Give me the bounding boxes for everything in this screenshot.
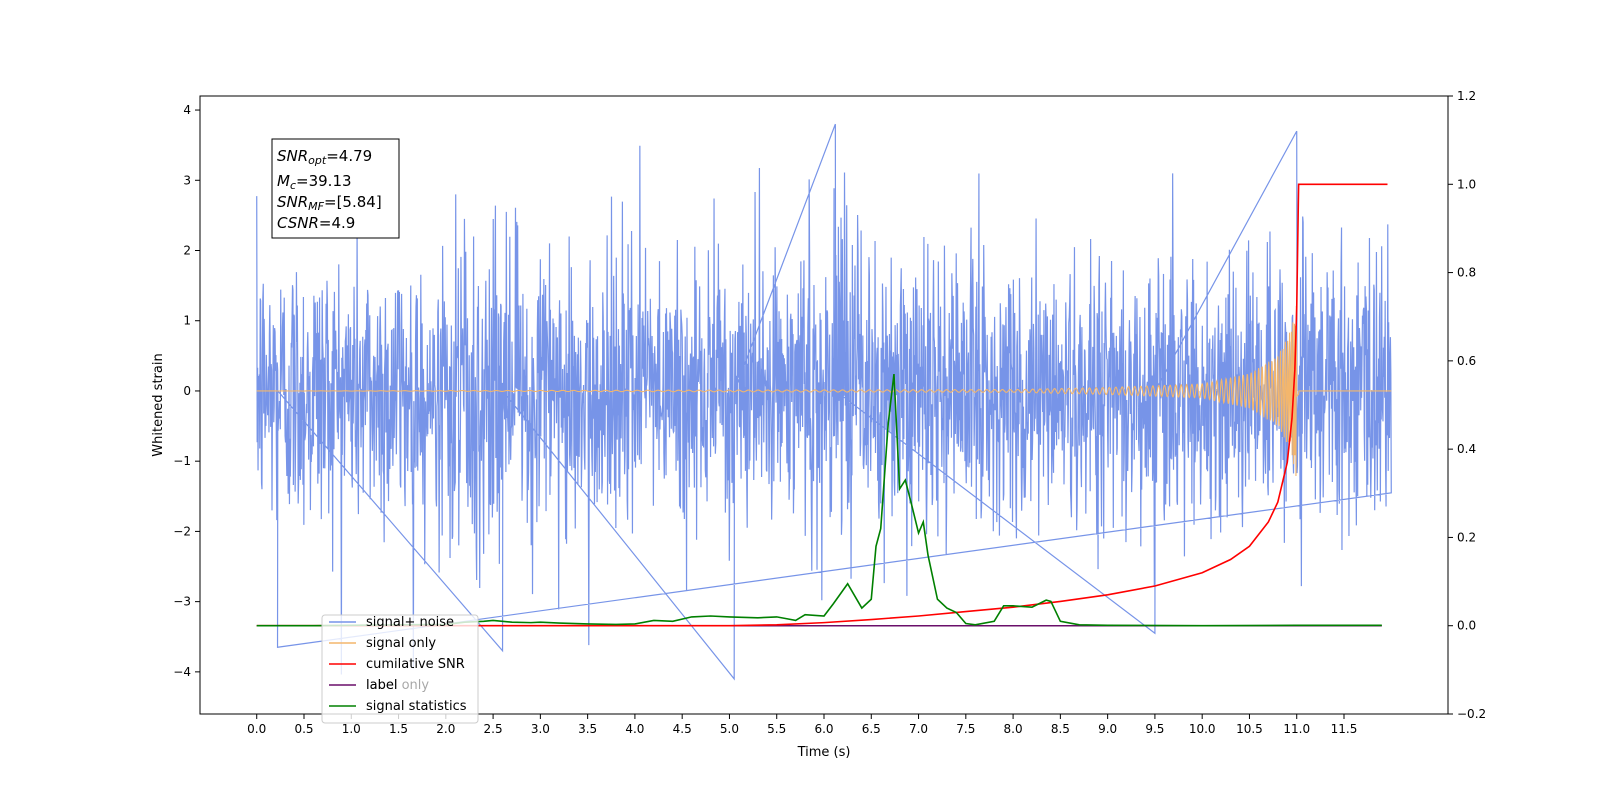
- y-tick-label: 0: [183, 384, 191, 398]
- legend-entry: signal only: [366, 636, 436, 651]
- y2-tick-label: 0.0: [1457, 619, 1476, 633]
- y-axis-label: Whitened strain: [151, 353, 166, 456]
- legend-entry: signal statistics: [366, 699, 467, 714]
- x-tick-label: 2.0: [436, 722, 455, 736]
- y-tick-label: −2: [173, 524, 191, 538]
- annotation-line: SNRMF=[5.84]: [277, 193, 382, 213]
- legend: signal+ noise signal only cumilative SNR la…: [321, 614, 479, 724]
- x-tick-label: 4.5: [673, 722, 692, 736]
- x-tick-label: 9.5: [1145, 722, 1164, 736]
- x-tick-label: 5.0: [720, 722, 739, 736]
- series-signal-statistics-line: [256, 374, 1382, 627]
- series-cumilative-snr-line: [256, 183, 1388, 627]
- annotation-line: CSNR=4.9: [277, 214, 355, 232]
- y2-tick-label: −0.2: [1457, 707, 1486, 721]
- x-tick-label: 10.0: [1189, 722, 1216, 736]
- x-tick-label: 6.0: [814, 722, 833, 736]
- y2-tick-label: 1.0: [1457, 177, 1476, 191]
- x-tick-label: 1.5: [389, 722, 408, 736]
- x-tick-label: 8.5: [1051, 722, 1070, 736]
- x-tick-label: 8.0: [1004, 722, 1023, 736]
- y-tick-label: 4: [183, 103, 191, 117]
- x-tick-label: 11.0: [1283, 722, 1310, 736]
- x-tick-label: 2.5: [484, 722, 503, 736]
- x-axis-label: Time (s): [797, 745, 851, 760]
- x-tick-label: 7.5: [956, 722, 975, 736]
- x-axis-ticks: 0.0 0.5 1.0 1.5 2.0 2.5 3.0 3.5 4.0 4.5 5.0 5.5 6.0 6…: [247, 714, 1357, 736]
- x-tick-label: 3.5: [578, 722, 597, 736]
- annotation-line: SNRopt=4.79: [277, 147, 372, 167]
- legend-entry: signal+ noise: [366, 615, 454, 630]
- y2-axis-ticks: −0.2 0.0 0.2 0.4 0.6 0.8 1.0 1.2: [1448, 89, 1486, 721]
- annotation-line: Mc=39.13: [277, 172, 352, 192]
- y-tick-label: 3: [183, 173, 191, 187]
- series-signal-only-line: [256, 306, 1392, 476]
- y2-tick-label: 1.2: [1457, 89, 1476, 103]
- y-tick-label: −4: [173, 665, 191, 679]
- y-tick-label: −1: [173, 454, 191, 468]
- x-tick-label: 9.0: [1098, 722, 1117, 736]
- y-axis-ticks: −4 −3 −2 −1 0 1 2 3 4: [173, 103, 200, 679]
- annotation-frame: [271, 138, 400, 239]
- y2-tick-label: 0.2: [1457, 530, 1476, 544]
- x-tick-label: 3.0: [531, 722, 550, 736]
- x-tick-label: 5.5: [767, 722, 786, 736]
- legend-frame: [321, 614, 479, 724]
- x-tick-label: 11.5: [1331, 722, 1358, 736]
- x-tick-label: 4.0: [625, 722, 644, 736]
- x-tick-label: 0.0: [247, 722, 266, 736]
- plot-area: [256, 123, 1392, 681]
- x-tick-label: 6.5: [862, 722, 881, 736]
- y-tick-label: 2: [183, 244, 191, 258]
- y2-tick-label: 0.6: [1457, 354, 1476, 368]
- legend-entry: label: [366, 678, 397, 693]
- series-signal-noise-line: [256, 123, 1392, 681]
- x-tick-label: 10.5: [1236, 722, 1263, 736]
- legend-entry: cumilative SNR: [366, 657, 465, 672]
- x-tick-label: 0.5: [294, 722, 313, 736]
- legend-entry-hidden: label only: [366, 678, 429, 693]
- x-tick-label: 1.0: [342, 722, 361, 736]
- y2-tick-label: 0.4: [1457, 442, 1476, 456]
- y2-tick-label: 0.8: [1457, 266, 1476, 280]
- y-tick-label: −3: [173, 595, 191, 609]
- x-tick-label: 7.0: [909, 722, 928, 736]
- y-tick-label: 1: [183, 314, 191, 328]
